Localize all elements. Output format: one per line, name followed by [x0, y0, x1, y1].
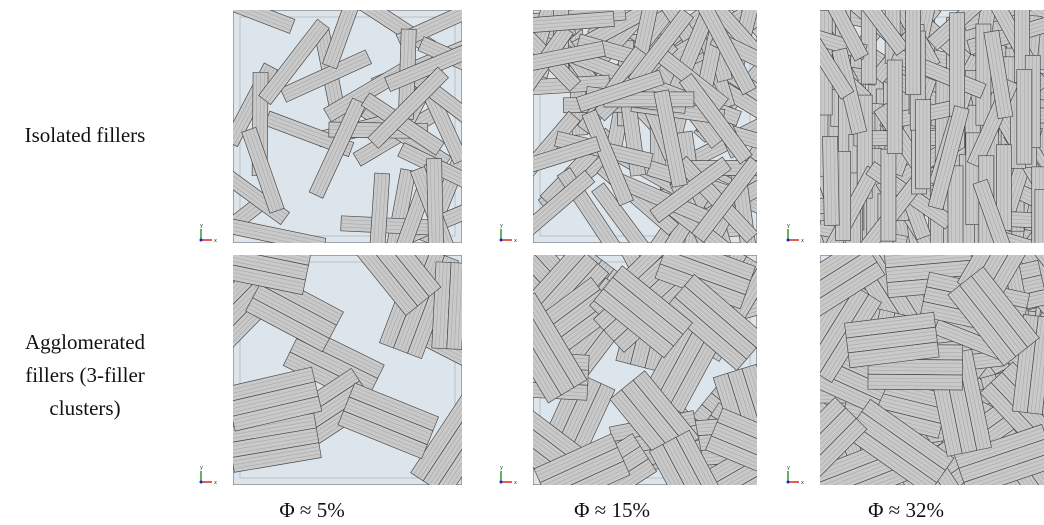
panel: [781, 0, 1044, 292]
axis-z: [200, 481, 203, 484]
axis-label: y: [500, 223, 503, 229]
row-label: Agglomerated: [25, 330, 146, 354]
column-label: Φ ≈ 5%: [279, 498, 344, 522]
axis-label: x: [801, 480, 804, 486]
panel: [775, 207, 1044, 525]
column-label: Φ ≈ 15%: [574, 498, 650, 522]
axis-label: x: [214, 480, 217, 486]
axis-label: x: [514, 480, 517, 486]
axis-z: [500, 481, 503, 484]
axis-label: y: [787, 223, 790, 229]
filler: [1017, 70, 1032, 164]
filler: [906, 4, 921, 95]
axis-label: x: [214, 238, 217, 244]
filler: [432, 262, 481, 350]
filler-facet: [469, 264, 473, 350]
axis-z: [787, 239, 790, 242]
figure: Isolated fillers Agglomerated fillers (3…: [0, 0, 1044, 525]
axis-label: x: [801, 238, 804, 244]
axis-label: y: [787, 465, 790, 471]
row-label: fillers (3-filler: [25, 363, 145, 387]
filler: [950, 13, 965, 117]
axis-z: [500, 239, 503, 242]
axis-z: [200, 239, 203, 242]
axis-label: y: [200, 465, 203, 471]
axis-label: y: [200, 223, 203, 229]
filler: [427, 158, 444, 262]
filler-body: [462, 263, 481, 350]
row-label: Isolated fillers: [25, 123, 146, 147]
filler: [916, 100, 931, 189]
axis-z: [787, 481, 790, 484]
row-label: clusters): [49, 396, 120, 420]
axis-label: x: [514, 238, 517, 244]
column-label: Φ ≈ 32%: [868, 498, 944, 522]
filler: [887, 60, 902, 154]
filler-facet: [466, 263, 470, 349]
axis-label: y: [500, 465, 503, 471]
panel: [191, 218, 506, 497]
filler-facet: [473, 264, 477, 350]
filler: [881, 149, 896, 241]
panel: [486, 223, 803, 525]
filler: [823, 136, 840, 225]
panel: [490, 0, 802, 286]
panel: [193, 0, 504, 277]
